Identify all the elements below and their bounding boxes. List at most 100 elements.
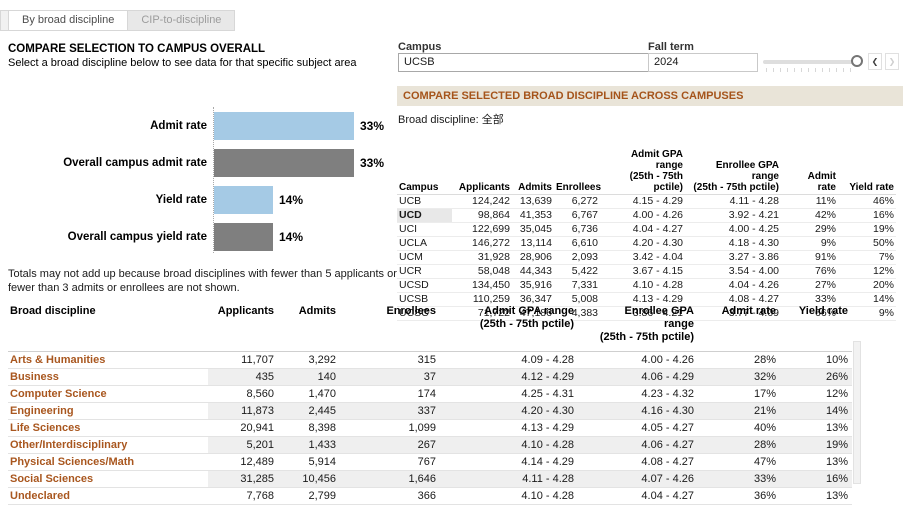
bar-value-label: 33% <box>360 118 385 133</box>
cell: 3.54 - 4.00 <box>690 264 786 279</box>
fall-term-input[interactable]: 2024 <box>648 53 758 72</box>
cell: 4.11 - 4.28 <box>690 194 786 209</box>
slider-handle[interactable] <box>851 55 863 67</box>
cell: 76% <box>786 264 838 279</box>
cell: Undeclared <box>8 487 208 505</box>
footnote: Totals may not add up because broad disc… <box>8 268 397 294</box>
cell: 98,864 <box>452 208 512 223</box>
cell: 13% <box>785 453 852 471</box>
table-row[interactable]: Business 435 140 37 4.12 - 4.29 4.06 - 4.29 32… <box>8 368 852 386</box>
column-header: Applicants <box>452 148 512 195</box>
table-row[interactable]: UCLA 146,272 13,114 6,610 4.20 - 4.30 4.18 - … <box>397 236 896 251</box>
cell: 11,873 <box>208 402 278 420</box>
cell: 4.06 - 4.27 <box>590 436 710 454</box>
cell: 4.00 - 4.25 <box>690 222 786 237</box>
cell: 12% <box>785 385 852 403</box>
cell: 31,285 <box>208 470 278 488</box>
cell: 4.15 - 4.29 <box>600 194 690 209</box>
table-header-row: Campus Applicants Admits Enrollees Admit GPA… <box>397 148 896 195</box>
chart-bar[interactable] <box>214 222 273 251</box>
previous-term-button[interactable]: ❮ <box>868 53 882 70</box>
cell: 91% <box>786 250 838 265</box>
cell: 13,114 <box>512 236 554 251</box>
table-row[interactable]: UCI 122,699 35,045 6,736 4.04 - 4.27 4.00 - 4… <box>397 222 896 237</box>
cell: 21% <box>710 402 785 420</box>
cell: 28,906 <box>512 250 554 265</box>
cell: 6,272 <box>554 194 600 209</box>
section-header: COMPARE SELECTED BROAD DISCIPLINE ACROSS… <box>397 86 903 106</box>
cell: 3.27 - 3.86 <box>690 250 786 265</box>
cell: 17% <box>710 385 785 403</box>
cell: 11,707 <box>208 351 278 369</box>
cell: 4.20 - 4.30 <box>600 236 690 251</box>
chart-category-label: Overall campus admit rate <box>63 156 207 169</box>
cell: 267 <box>340 436 440 454</box>
table-row[interactable]: Physical Sciences/Math 12,489 5,914 767 4.14… <box>8 453 852 471</box>
cell: 315 <box>340 351 440 369</box>
table-scrollbar[interactable] <box>853 341 861 484</box>
column-header: Yield rate <box>838 148 896 195</box>
chart-bar[interactable] <box>214 111 354 140</box>
cell: 4.10 - 4.28 <box>600 278 690 293</box>
table-row[interactable]: Arts & Humanities 11,707 3,292 315 4.09 - 4.… <box>8 351 852 369</box>
cell: 5,422 <box>554 264 600 279</box>
cell: 767 <box>340 453 440 471</box>
cell: 7% <box>838 250 896 265</box>
column-header: Enrollee GPA range (25th - 75th pctile) <box>590 303 710 352</box>
cell: 12,489 <box>208 453 278 471</box>
chart-bar[interactable] <box>214 185 273 214</box>
cell: 9% <box>786 236 838 251</box>
cell: 7,768 <box>208 487 278 505</box>
tab-by-broad-discipline[interactable]: By broad discipline <box>9 10 129 31</box>
table-row[interactable]: Engineering 11,873 2,445 337 4.20 - 4.30 4.16… <box>8 402 852 420</box>
cell: 4.05 - 4.27 <box>590 419 710 437</box>
cell: 19% <box>838 222 896 237</box>
table-row[interactable]: UCB 124,242 13,639 6,272 4.15 - 4.29 4.11 - 4… <box>397 194 896 209</box>
table-header-row: Broad discipline Applicants Admits Enrollee… <box>8 303 852 352</box>
chart-bar[interactable] <box>214 148 354 177</box>
cell: 10,456 <box>278 470 340 488</box>
cell: 4.14 - 4.29 <box>440 453 590 471</box>
next-term-button: ❯ <box>885 53 899 70</box>
campus-dropdown[interactable]: UCSB ▼ <box>398 53 730 72</box>
table-row[interactable]: Social Sciences 31,285 10,456 1,646 4.11 - 4… <box>8 470 852 488</box>
cell: 46% <box>838 194 896 209</box>
cell: 4.25 - 4.31 <box>440 385 590 403</box>
cell: 8,398 <box>278 419 340 437</box>
column-header: Broad discipline <box>8 303 208 352</box>
table-row[interactable]: Computer Science 8,560 1,470 174 4.25 - 4.31… <box>8 385 852 403</box>
cell: 4.20 - 4.30 <box>440 402 590 420</box>
campus-dropdown-value: UCSB <box>404 56 435 68</box>
broad-discipline-value: Broad discipline: 全部 <box>398 114 504 126</box>
cell: 146,272 <box>452 236 512 251</box>
cell: 4.08 - 4.27 <box>590 453 710 471</box>
table-row[interactable]: Other/Interdisciplinary 5,201 1,433 267 4.10… <box>8 436 852 454</box>
table-row[interactable]: UCSD 134,450 35,916 7,331 4.10 - 4.28 4.04 - … <box>397 278 896 293</box>
campus-filter-label: Campus <box>398 41 442 53</box>
bar-value-label: 14% <box>279 229 304 244</box>
fall-term-slider[interactable] <box>763 53 863 73</box>
column-header: Admit GPA range (25th - 75th pctile) <box>600 148 690 195</box>
table-row[interactable]: Undeclared 7,768 2,799 366 4.10 - 4.28 4.04 -… <box>8 487 852 505</box>
cell: UCR <box>397 264 452 279</box>
cell: 140 <box>278 368 340 386</box>
cell: UCM <box>397 250 452 265</box>
table-row[interactable]: UCM 31,928 28,906 2,093 3.42 - 4.04 3.27 - 3.… <box>397 250 896 265</box>
table-row[interactable]: UCD 98,864 41,353 6,767 4.00 - 4.26 3.92 - 4.… <box>397 208 896 223</box>
cell: 8,560 <box>208 385 278 403</box>
cell: 16% <box>838 208 896 223</box>
cell: 4.06 - 4.29 <box>590 368 710 386</box>
chart-row: Overall campus admit rate 33% <box>8 144 392 181</box>
cell: 4.07 - 4.26 <box>590 470 710 488</box>
cell: 16% <box>785 470 852 488</box>
column-header: Campus <box>397 148 452 195</box>
cell: 42% <box>786 208 838 223</box>
slider-track[interactable] <box>763 60 858 64</box>
table-row[interactable]: UCR 58,048 44,343 5,422 3.67 - 4.15 3.54 - 4.… <box>397 264 896 279</box>
table-row[interactable]: Life Sciences 20,941 8,398 1,099 4.13 - 4.29… <box>8 419 852 437</box>
tab-cip-to-discipline[interactable]: CIP-to-discipline <box>128 10 236 31</box>
cell: 134,450 <box>452 278 512 293</box>
cell: 12% <box>838 264 896 279</box>
cell: 366 <box>340 487 440 505</box>
chart-row: Overall campus yield rate 14% <box>8 218 392 255</box>
